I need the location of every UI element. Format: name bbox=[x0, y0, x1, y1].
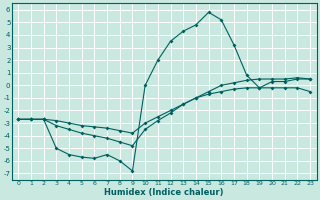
X-axis label: Humidex (Indice chaleur): Humidex (Indice chaleur) bbox=[104, 188, 224, 197]
